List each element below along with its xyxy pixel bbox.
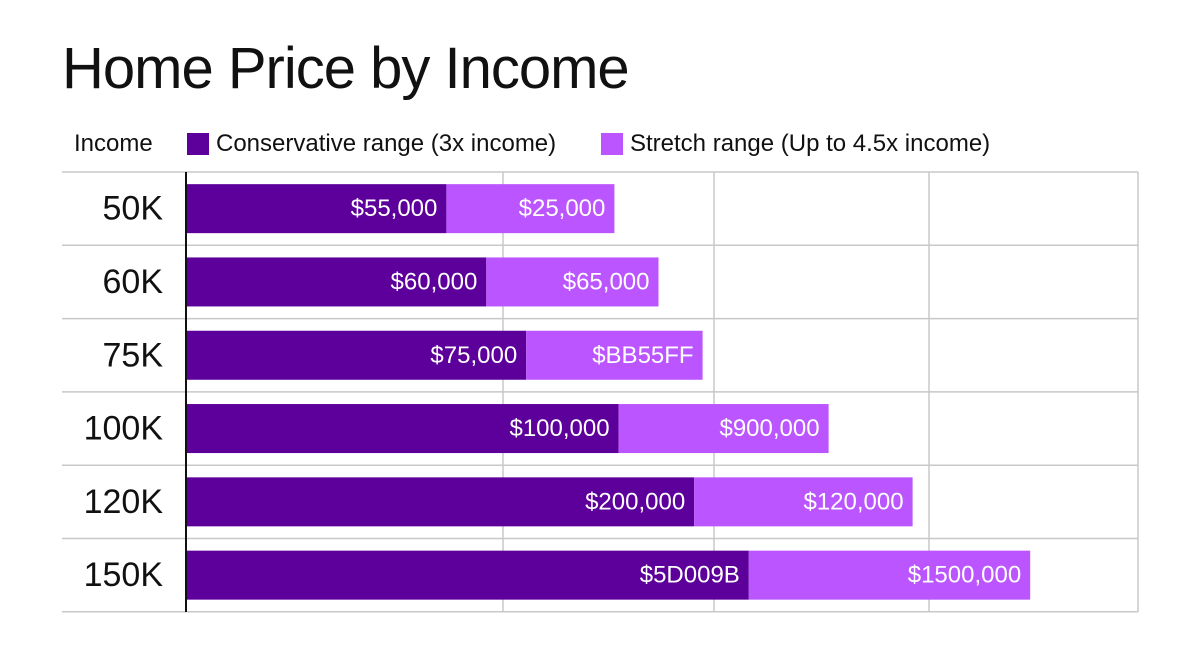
bar-label-conservative: $200,000: [585, 488, 685, 515]
bar-conservative: [186, 330, 527, 380]
bar-stretch: [618, 404, 829, 454]
bar-label-conservative: $60,000: [391, 268, 478, 295]
bar-stretch: [694, 477, 913, 527]
category-label: 75K: [103, 336, 164, 374]
legend-swatch-conservative: [187, 133, 209, 155]
legend-title: Income: [74, 130, 153, 157]
bar-stretch: [526, 330, 703, 380]
legend-label-stretch: Stretch range (Up to 4.5x income): [630, 130, 991, 157]
category-label: 120K: [84, 483, 164, 521]
category-label: 50K: [103, 190, 164, 228]
bar-label-conservative: $5D009B: [640, 562, 740, 589]
bar-stretch: [486, 257, 659, 307]
bar-label-conservative: $55,000: [351, 195, 438, 222]
bar-conservative: [186, 477, 695, 527]
bar-label-stretch: $BB55FF: [592, 342, 693, 369]
legend-swatch-stretch: [601, 133, 623, 155]
bar-conservative: [186, 404, 619, 454]
chart-title: Home Price by Income: [62, 36, 630, 101]
bar-label-conservative: $75,000: [430, 342, 517, 369]
bar-label-stretch: $65,000: [563, 268, 650, 295]
bar-label-stretch: $120,000: [803, 488, 903, 515]
legend: Income Conservative range (3x income) St…: [0, 128, 1200, 160]
bar-conservative: [186, 550, 749, 600]
bar-conservative: [186, 184, 447, 234]
legend-label-conservative: Conservative range (3x income): [216, 130, 557, 157]
bar-label-stretch: $900,000: [719, 415, 819, 442]
bar-stretch: [446, 184, 615, 234]
category-label: 100K: [84, 410, 164, 448]
bar-stretch: [748, 550, 1031, 600]
bar-label-stretch: $25,000: [519, 195, 606, 222]
category-label: 150K: [84, 556, 164, 594]
bar-label-stretch: $1500,000: [908, 562, 1021, 589]
bar-conservative: [186, 257, 487, 307]
bar-label-conservative: $100,000: [509, 415, 609, 442]
category-label: 60K: [103, 263, 164, 301]
